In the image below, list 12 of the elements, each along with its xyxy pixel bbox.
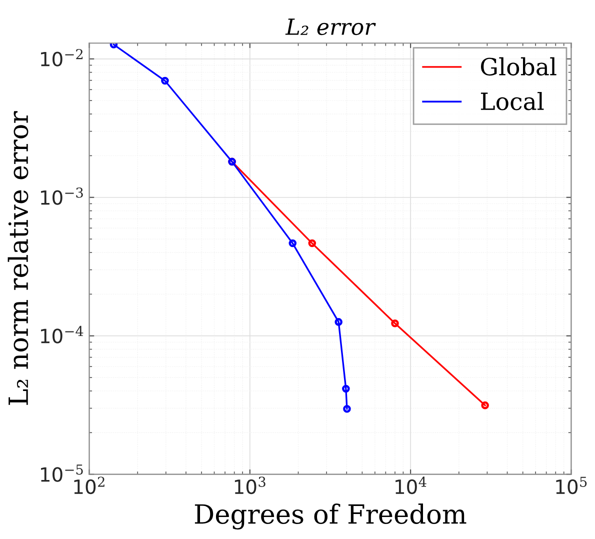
- x-tick-label: 10$^{3}$: [234, 476, 266, 494]
- legend-label: Local: [480, 92, 544, 110]
- y-tick-label: 10$^{−4}$: [41, 326, 84, 344]
- y-axis-title: L₂ norm relative error: [8, 111, 28, 405]
- x-axis-title: Degrees of Freedom: [194, 504, 466, 530]
- x-tick-label: 10$^{2}$: [74, 476, 104, 494]
- chart-title: L₂ error: [285, 18, 376, 36]
- y-tick-label: 10$^{−3}$: [41, 187, 83, 205]
- y-tick-label: 10$^{−2}$: [41, 48, 83, 66]
- legend-label: Global: [480, 57, 556, 76]
- x-tick-label: 10$^{5}$: [556, 476, 587, 494]
- x-tick-label: 10$^{4}$: [396, 476, 426, 494]
